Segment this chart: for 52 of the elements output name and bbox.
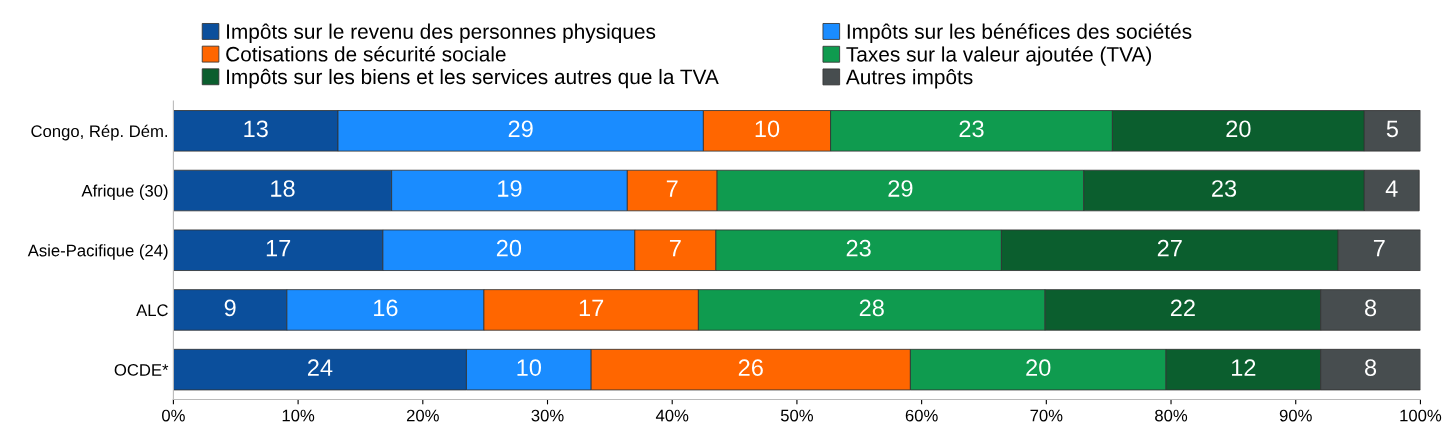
data-label: 20 xyxy=(496,239,522,257)
data-label: 20 xyxy=(1026,359,1051,376)
x-tick-label: 40% xyxy=(655,409,689,422)
data-label: 28 xyxy=(859,299,884,317)
y-tick-label: ALC xyxy=(136,304,168,317)
data-label: 29 xyxy=(888,180,913,197)
data-label: 17 xyxy=(266,240,291,257)
data-label: 7 xyxy=(669,240,681,257)
data-label: 10 xyxy=(755,120,780,138)
x-tick-label: 100% xyxy=(1400,409,1442,422)
legend-label: Autres impôts xyxy=(845,68,973,89)
legend-label: Impôts sur les bénéfices des sociétés xyxy=(847,23,1192,44)
legend-label: Impôts sur les biens et les services autres que la TVA xyxy=(227,68,719,89)
legend-label: Cotisations de sécurité sociale xyxy=(226,46,506,62)
x-tick-label: 50% xyxy=(780,409,813,422)
data-label: 8 xyxy=(1365,359,1377,376)
data-label: 12 xyxy=(1232,359,1256,376)
data-label: 4 xyxy=(1385,180,1398,197)
x-tick-label: 80% xyxy=(1155,409,1188,422)
y-tick-label: Afrique (30) xyxy=(81,184,168,201)
y-tick-label: Congo, Rép. Dém. xyxy=(31,124,168,141)
legend-label: Impôts sur le revenu des personnes physiques xyxy=(227,23,656,44)
data-label: 23 xyxy=(1212,180,1237,197)
x-tick-label: 90% xyxy=(1279,409,1312,422)
data-label: 9 xyxy=(224,299,236,317)
data-label: 23 xyxy=(846,239,871,257)
data-label: 16 xyxy=(374,299,398,317)
data-label: 17 xyxy=(579,299,604,317)
x-tick-label: 30% xyxy=(531,409,564,422)
x-tick-label: 20% xyxy=(406,409,439,422)
data-label: 19 xyxy=(498,180,522,197)
data-label: 27 xyxy=(1157,239,1182,257)
data-label: 20 xyxy=(1226,120,1251,138)
data-label: 5 xyxy=(1386,120,1398,138)
data-label: 29 xyxy=(508,120,533,138)
data-label: 18 xyxy=(271,180,295,197)
data-label: 24 xyxy=(307,359,333,376)
data-label: 23 xyxy=(959,120,984,138)
y-tick-label: OCDE* xyxy=(114,364,169,376)
data-label: 8 xyxy=(1365,299,1377,317)
x-tick-label: 60% xyxy=(905,409,938,422)
legend-label: Taxes sur la valeur ajoutée (TVA) xyxy=(846,46,1152,66)
x-tick-label: 70% xyxy=(1030,409,1063,422)
x-tick-label: 0% xyxy=(162,409,185,422)
x-tick-label: 10% xyxy=(282,409,315,422)
data-label: 22 xyxy=(1170,299,1195,317)
data-label: 7 xyxy=(666,180,678,197)
y-tick-label: Asie-Pacifique (24) xyxy=(27,244,168,260)
data-label: 10 xyxy=(517,359,542,376)
data-label: 26 xyxy=(738,359,763,376)
data-label: 7 xyxy=(1373,240,1385,257)
data-label: 13 xyxy=(244,120,268,138)
